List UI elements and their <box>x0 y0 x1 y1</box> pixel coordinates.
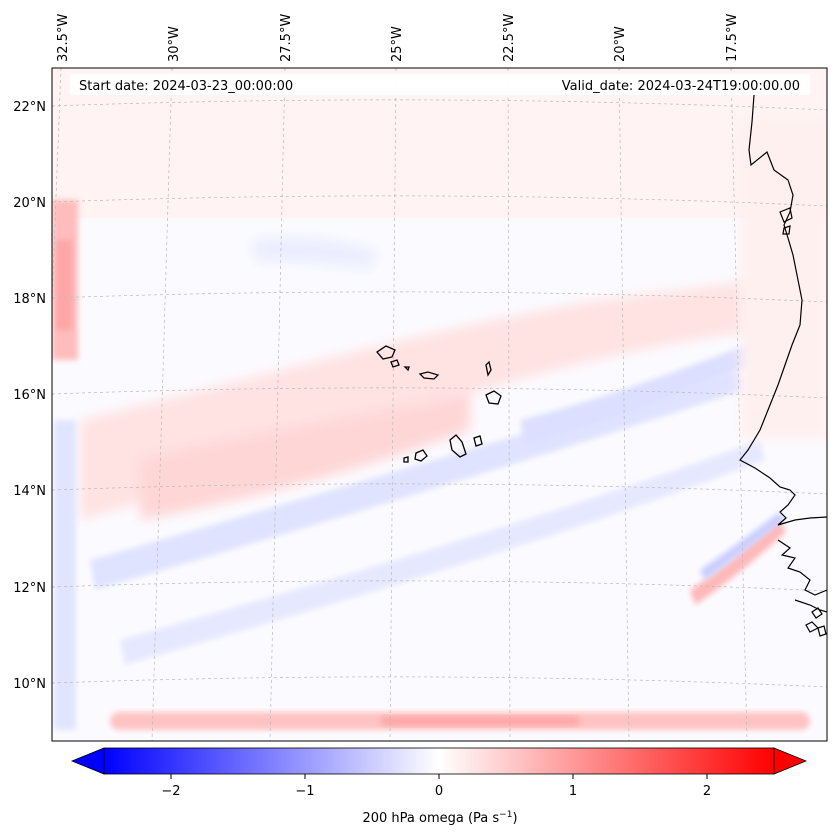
colorbar-ticks <box>170 774 708 779</box>
coastline-guinea-bissau <box>777 539 827 596</box>
valid-date-label: Valid_date: 2024-03-24T19:00:00.00 <box>562 79 800 94</box>
island-sao-vicente <box>390 359 400 368</box>
colorbar-extend-max <box>773 747 808 775</box>
island-bissagos-1 <box>811 607 823 619</box>
omega-edge-red-south-core <box>380 716 580 726</box>
omega-band-blue-2 <box>120 440 765 665</box>
island-boa-vista <box>485 390 502 405</box>
cbar-var-text: 200 hPa omega (Pa s <box>362 811 499 826</box>
lat-label-20n: 20°N <box>13 196 46 211</box>
longitude-labels: 32.5°W 30°W 27.5°W 25°W 22.5°W 20°W 17.5… <box>56 14 740 62</box>
colorbar-extend-min <box>70 747 105 775</box>
coastlines <box>739 94 827 637</box>
parallel-16n <box>52 387 827 399</box>
graticule <box>52 68 827 741</box>
lat-label-16n: 16°N <box>13 388 46 403</box>
island-santo-antao <box>376 345 396 360</box>
meridian-20w <box>618 68 630 741</box>
colorbar-gradient <box>103 747 775 775</box>
parallel-20n <box>52 195 827 207</box>
cbar-label-0: 0 <box>435 784 443 799</box>
parallel-22n <box>52 99 827 111</box>
map-panel: Start date: 2024-03-23_00:00:00 Valid_da… <box>51 67 828 742</box>
lon-label-25w: 25°W <box>390 26 405 62</box>
lon-label-20w: 20°W <box>613 26 628 62</box>
island-sao-nicolau <box>418 371 440 380</box>
meridian-22-5w <box>507 68 511 741</box>
cbar-label-2: 2 <box>703 784 711 799</box>
omega-edge-blue-west <box>54 420 76 730</box>
meridian-30w <box>151 68 173 741</box>
lat-label-18n: 18°N <box>13 292 46 307</box>
cbar-closing-paren: ) <box>512 811 517 826</box>
omega-band-red-coastal <box>690 520 786 605</box>
lon-label-17-5w: 17.5°W <box>725 14 740 62</box>
cbar-label-neg2: −2 <box>161 784 180 799</box>
parallel-18n <box>52 291 827 303</box>
cape-verde-islands <box>376 345 502 463</box>
header-band <box>70 74 810 95</box>
map-frame <box>51 67 828 742</box>
coastline-guinea <box>794 599 827 613</box>
island-maio <box>473 435 483 447</box>
parallel-10n <box>52 676 827 688</box>
lon-label-22-5w: 22.5°W <box>502 14 517 62</box>
island-brava <box>403 456 409 463</box>
parallel-12n <box>52 580 827 592</box>
lat-label-12n: 12°N <box>13 581 46 596</box>
island-santa-luzia <box>403 366 410 372</box>
omega-edge-red-west-core <box>56 240 72 330</box>
omega-band-blue-4 <box>250 235 380 270</box>
coast-island-1 <box>779 207 793 223</box>
lon-label-30w: 30°W <box>167 26 182 62</box>
colorbar: −2 −1 0 1 2 200 hPa omega (Pa s−1) <box>70 747 808 826</box>
coastline-west-africa <box>739 94 827 526</box>
meridian-27-5w <box>269 68 286 741</box>
cbar-label-neg1: −1 <box>295 784 314 799</box>
island-bissagos-3 <box>817 625 827 637</box>
lon-label-32-5w: 32.5°W <box>56 14 71 62</box>
island-sal <box>485 360 492 377</box>
meridian-17-5w <box>730 68 748 741</box>
colorbar-variable-label: 200 hPa omega (Pa s−1) <box>362 810 517 826</box>
island-santiago <box>449 434 467 458</box>
lat-label-22n: 22°N <box>13 100 46 115</box>
lon-label-27-5w: 27.5°W <box>279 14 294 62</box>
latitude-labels: 22°N 20°N 18°N 16°N 14°N 12°N 10°N <box>13 100 46 692</box>
island-fogo <box>414 449 428 462</box>
meridian-25w <box>389 68 397 741</box>
lat-label-14n: 14°N <box>13 484 46 499</box>
parallel-14n <box>52 483 827 495</box>
cbar-unit-superscript: −1 <box>499 810 512 820</box>
omega-zone-red-center <box>140 390 470 520</box>
lat-label-10n: 10°N <box>13 677 46 692</box>
start-date-label: Start date: 2024-03-23_00:00:00 <box>79 79 293 94</box>
omega-zone-pink-coast <box>740 120 827 440</box>
coast-island-2 <box>782 225 791 235</box>
cbar-label-1: 1 <box>569 784 577 799</box>
omega-band-blue-coastal <box>700 512 784 580</box>
omega-band-blue-3 <box>520 340 765 445</box>
